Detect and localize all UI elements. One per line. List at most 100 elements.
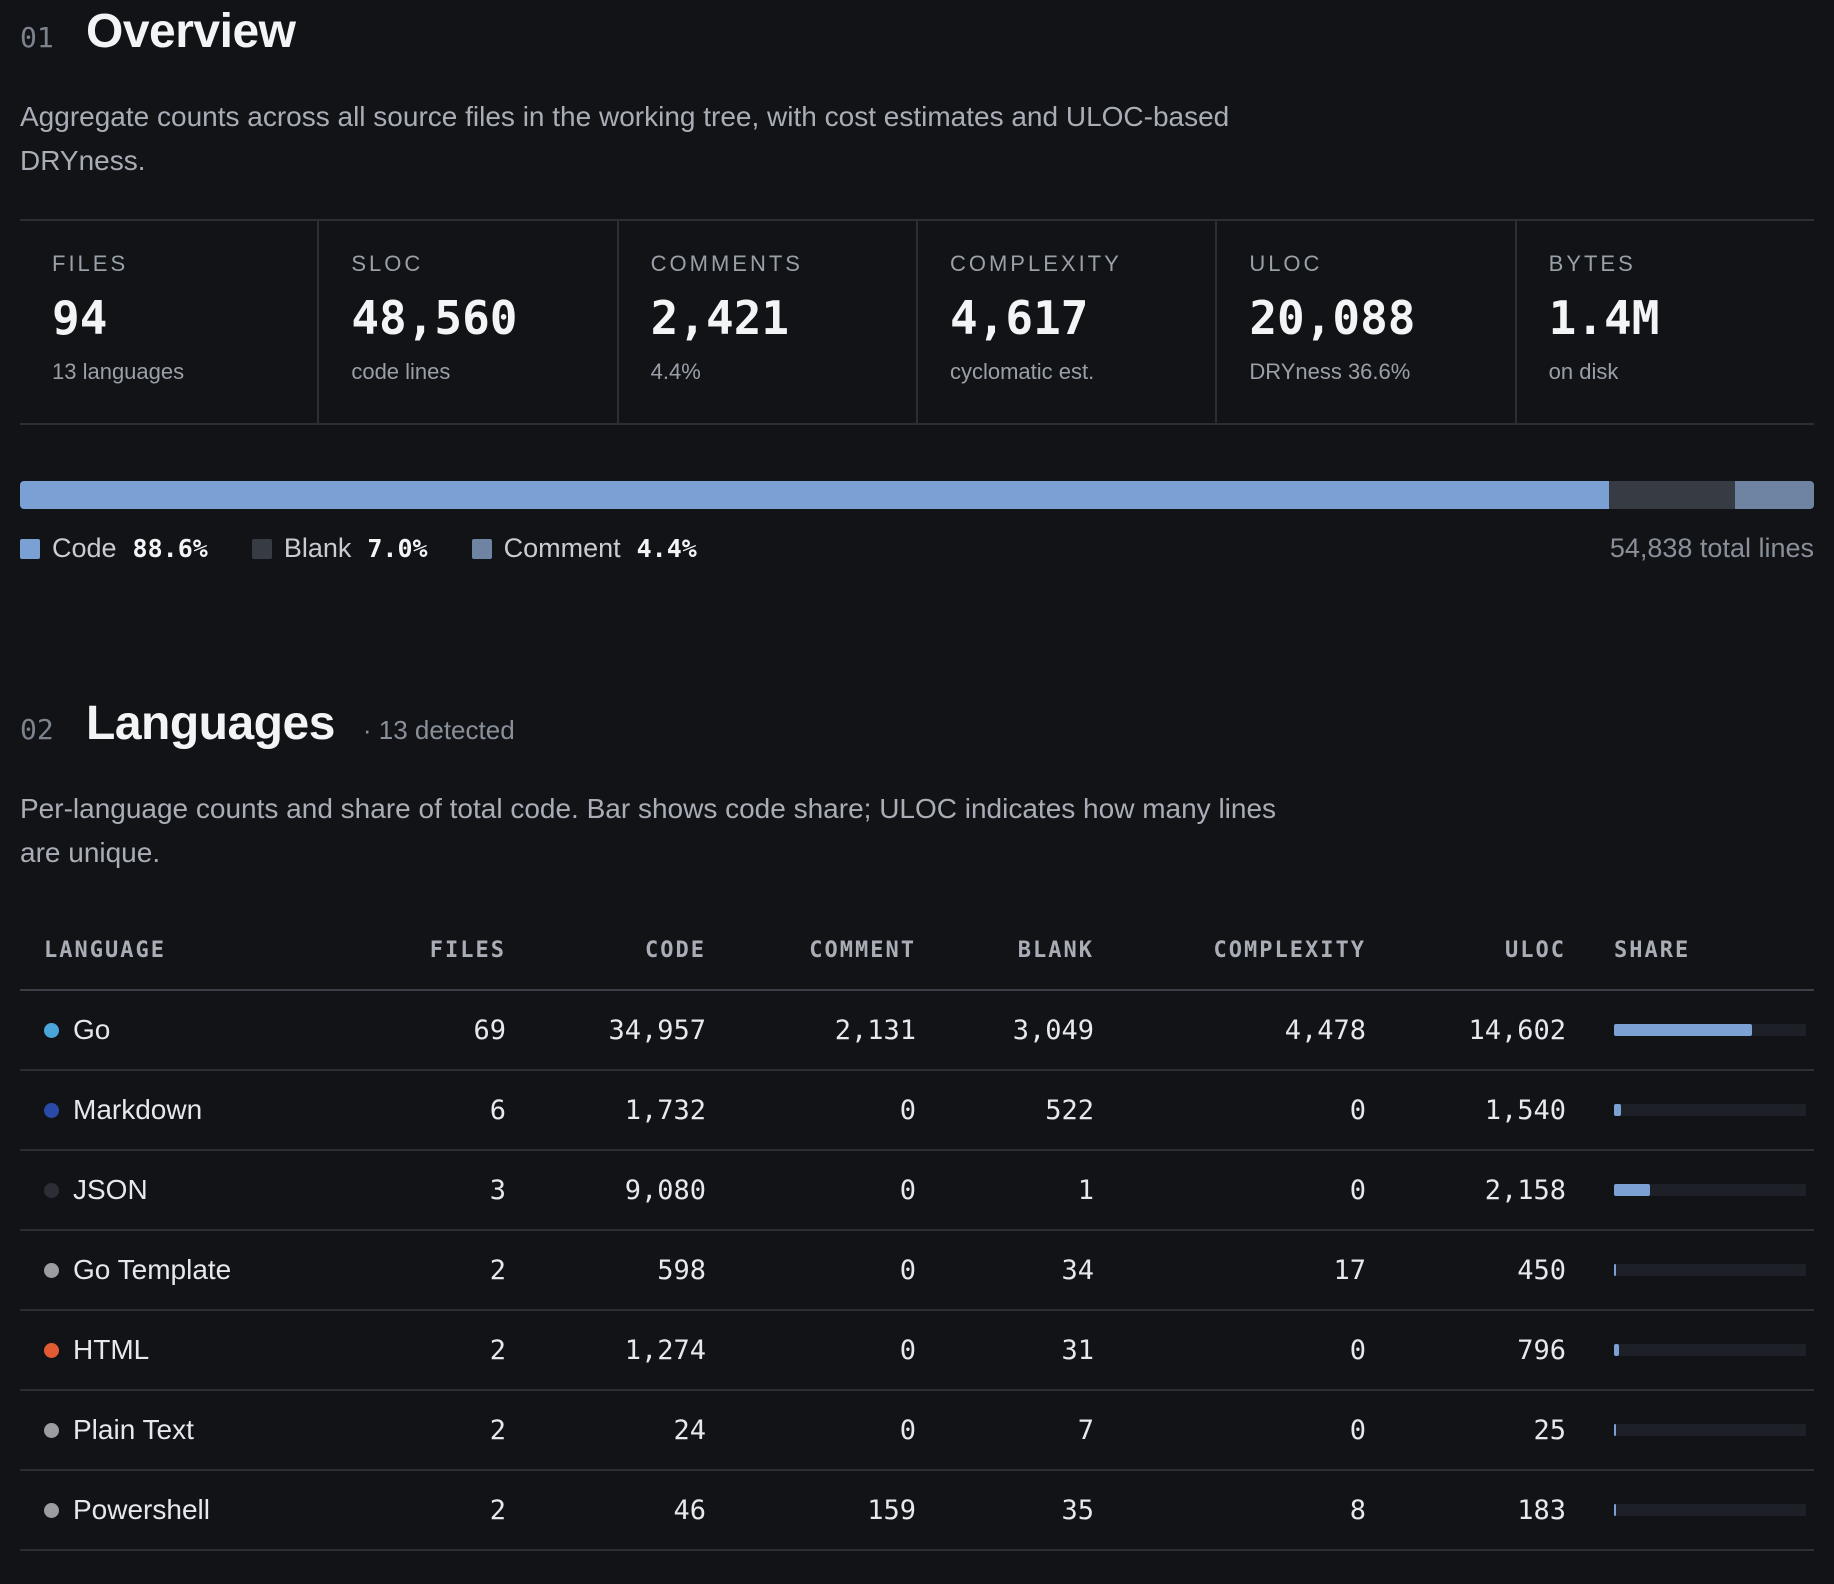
cell-uloc: 2,158 [1366,1150,1566,1231]
table-row[interactable]: JSON 3 9,080 0 1 0 2,158 [20,1150,1814,1231]
stat-sub: DRYness 36.6% [1249,359,1411,384]
language-name: Powershell [73,1494,210,1525]
column-header-complexity[interactable]: COMPLEXITY [1094,911,1366,991]
cell-complexity: 0 [1094,1310,1366,1391]
legend-item-code: Code 88.6% [20,533,208,564]
stat-sub: 4.4% [650,359,701,384]
section-title: Overview [86,5,296,58]
table-row[interactable]: HTML 2 1,274 0 31 0 796 [20,1310,1814,1391]
language-name: Go Template [73,1254,232,1285]
stat-value: 2,421 [650,291,790,345]
languages-description: Per-language counts and share of total c… [20,793,1277,868]
legend-percent: 7.0% [367,534,428,563]
cell-language: Markdown [20,1070,346,1151]
legend-swatch [20,538,40,559]
share-bar-fill [1614,1104,1621,1116]
stat-value: 1.4M [1548,291,1660,345]
table-row[interactable]: Go 69 34,957 2,131 3,049 4,478 14,602 [20,990,1814,1071]
language-color-dot [44,1262,59,1278]
stat-card-sloc: SLOC 48,560 code lines [319,221,619,423]
stat-sub: code lines [351,359,451,384]
cell-blank: 34 [916,1230,1094,1311]
stat-label: ULOC [1249,251,1323,276]
stat-label: BYTES [1548,251,1636,276]
stat-label: COMPLEXITY [949,251,1122,276]
language-color-dot [44,1342,59,1358]
column-header-blank[interactable]: BLANK [916,911,1094,991]
language-name: JSON [73,1174,148,1205]
cell-files: 2 [346,1470,506,1551]
cell-share [1566,990,1814,1071]
table-row[interactable]: Powershell 2 46 159 35 8 183 [20,1470,1814,1551]
language-color-dot [44,1182,59,1198]
composition-segment-comment [1735,481,1814,509]
legend-label: Blank [283,533,352,563]
column-header-uloc[interactable]: ULOC [1366,911,1566,991]
cell-complexity: 0 [1094,1390,1366,1471]
column-header-comment[interactable]: COMMENT [706,911,916,991]
cell-share [1566,1150,1814,1231]
table-row[interactable]: Plain Text 2 24 0 7 0 25 [20,1390,1814,1471]
cell-complexity: 17 [1094,1230,1366,1311]
cell-blank: 35 [916,1470,1094,1551]
total-lines: 54,838 total lines [1609,533,1814,563]
cell-code: 24 [506,1390,706,1471]
cell-uloc: 183 [1366,1470,1566,1551]
cell-language: Plain Text [20,1390,346,1471]
cell-language: HTML [20,1310,346,1391]
legend-swatch [471,538,492,559]
composition-segment-blank [1609,481,1736,509]
share-bar-track [1614,1344,1806,1356]
column-header-language[interactable]: LANGUAGE [20,911,346,991]
cell-complexity: 0 [1094,1150,1366,1231]
share-bar-track [1614,1264,1806,1276]
legend-label: Comment [503,533,621,563]
languages-header: 02 Languages · 13 detected [20,696,1814,751]
share-bar-track [1614,1504,1806,1516]
column-header-share[interactable]: SHARE [1566,911,1814,991]
cell-language: Powershell [20,1470,346,1551]
legend-item-comment: Comment 4.4% [471,533,697,564]
cell-blank: 3,049 [916,990,1094,1071]
cell-code: 1,732 [506,1070,706,1151]
cell-comment: 2,131 [706,990,916,1071]
legend-swatch [251,538,272,559]
language-color-dot [44,1422,59,1438]
composition-segment-code [20,481,1610,509]
legend-label: Code [52,533,117,563]
stat-sub: cyclomatic est. [949,359,1095,384]
cell-language: JSON [20,1150,346,1231]
cell-blank: 7 [916,1390,1094,1471]
cell-comment: 0 [706,1150,916,1231]
language-color-dot [44,1102,59,1118]
column-header-code[interactable]: CODE [506,911,706,991]
cell-comment: 0 [706,1070,916,1151]
stat-value: 20,088 [1249,291,1416,345]
stat-label: COMMENTS [650,251,803,276]
cell-code: 1,274 [506,1310,706,1391]
language-color-dot [44,1502,59,1518]
stat-card-complexity: COMPLEXITY 4,617 cyclomatic est. [918,221,1218,423]
cell-code: 9,080 [506,1150,706,1231]
languages-table: LANGUAGE FILES CODE COMMENT BLANK COMPLE… [20,911,1814,1551]
table-row[interactable]: Go Template 2 598 0 34 17 450 [20,1230,1814,1311]
cell-uloc: 14,602 [1366,990,1566,1071]
stat-card-files: FILES 94 13 languages [20,221,320,423]
cell-code: 46 [506,1470,706,1551]
cell-complexity: 4,478 [1094,990,1366,1071]
language-name: HTML [73,1334,150,1365]
share-bar-fill [1614,1264,1617,1276]
cell-uloc: 796 [1366,1310,1566,1391]
share-bar-track [1614,1424,1806,1436]
stat-value: 4,617 [949,291,1089,345]
stat-value: 94 [52,291,108,345]
column-header-files[interactable]: FILES [346,911,506,991]
share-bar-fill [1614,1424,1616,1436]
cell-files: 2 [346,1390,506,1471]
cell-share [1566,1470,1814,1551]
table-row[interactable]: Markdown 6 1,732 0 522 0 1,540 [20,1070,1814,1151]
cell-files: 6 [346,1070,506,1151]
stat-sub: on disk [1548,359,1619,384]
share-bar-fill [1614,1504,1616,1516]
language-name: Go [73,1014,111,1045]
